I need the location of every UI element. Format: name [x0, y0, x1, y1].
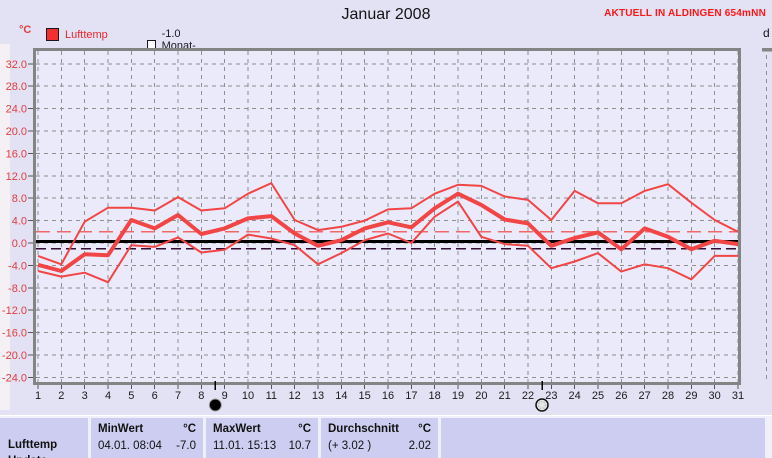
y-tick-label: 28.0: [6, 81, 27, 93]
minwert-value: -7.0: [176, 440, 196, 452]
table-col-empty: [441, 418, 765, 458]
x-tick-label: 11: [266, 390, 277, 402]
x-tick-label: 14: [335, 390, 347, 402]
y-tick-label: 4.0: [12, 216, 27, 228]
y-tick-label: 32.0: [6, 59, 27, 71]
x-tick-label: 15: [359, 390, 371, 402]
x-tick-label: 26: [615, 390, 627, 402]
x-tick-label: 8: [198, 390, 204, 402]
x-tick-label: 28: [662, 390, 674, 402]
minwert-unit: °C: [183, 423, 196, 435]
plot-border: [33, 48, 741, 385]
maxwert-header: MaxWert: [213, 423, 261, 435]
x-tick-label: 7: [175, 390, 181, 402]
durchschnitt-value: 2.02: [408, 440, 431, 452]
y-tick-label: -8.0: [8, 283, 27, 295]
y-tick-label: 0.0: [12, 238, 27, 250]
page-title: Januar 2008: [341, 6, 431, 23]
y-axis-unit-label: °C: [19, 24, 32, 36]
durchschnitt-header: Durchschnitt: [328, 423, 399, 435]
x-axis: 1 2 3 4 5 6 7 8 9 10 11 12 13 14 15 16 17 18 19 20 21 22 23 24 2…: [35, 385, 744, 402]
tagesminimum-line: [37, 200, 738, 284]
next-panel-top-border: [762, 48, 772, 52]
new-moon-icon: [208, 398, 222, 412]
y-tick-label: 20.0: [6, 126, 27, 138]
tagesmaximum-line: [37, 182, 739, 266]
y-tick-label: 12.0: [6, 171, 27, 183]
x-tick-label: 29: [685, 390, 697, 402]
y-tick-label: -16.0: [2, 328, 27, 340]
left-margin-strip: [0, 44, 10, 410]
station-banner: AKTUELL IN ALDINGEN 654mNN: [604, 8, 766, 19]
x-tick-label: 21: [499, 390, 511, 402]
y-tick-label: 16.0: [6, 148, 27, 160]
y-tick-label: -20.0: [2, 350, 27, 362]
tagesmittel-line: [37, 191, 739, 273]
y-axis: 32.0 28.0 24.0 20.0 16.0 12.0 8.0 4.0 0.0 -4.0 -8.…: [2, 59, 33, 384]
legend-label: Lufttemp: [65, 28, 108, 41]
minwert-datetime: 04.01. 08:04: [98, 440, 162, 452]
x-tick-label: 4: [105, 390, 111, 402]
y-tick-label: -24.0: [2, 372, 27, 384]
table-col-sensor: Lufttemp Update: [0, 418, 88, 458]
maxwert-value: 10.7: [288, 440, 311, 452]
x-tick-label: 3: [82, 390, 88, 402]
x-tick-label: 13: [312, 390, 324, 402]
x-tick-label: 23: [545, 390, 557, 402]
minwert-header: MinWert: [98, 423, 144, 435]
x-tick-label: 20: [475, 390, 487, 402]
x-tick-label: 24: [569, 390, 581, 402]
maxwert-datetime: 11.01. 15:13: [213, 440, 277, 452]
x-tick-label: 16: [382, 390, 394, 402]
maxwert-unit: °C: [298, 423, 311, 435]
legend-item-lufttemp: Lufttemp: [46, 28, 108, 41]
x-tick-label: 17: [405, 390, 417, 402]
table-col-durchschnitt: Durchschnitt °C (+ 3.02 ) 2.02: [321, 418, 438, 458]
y-tick-label: 8.0: [12, 193, 27, 205]
y-tick-label: 24.0: [6, 104, 27, 116]
stats-table: Lufttemp Update MinWert °C 04.01. 08:04 …: [0, 415, 772, 458]
y-tick-label: -12.0: [2, 305, 27, 317]
x-tick-label: 31: [732, 390, 744, 402]
x-tick-label: 9: [222, 390, 228, 402]
x-tick-label: 30: [709, 390, 721, 402]
durchschnitt-unit: °C: [418, 423, 431, 435]
full-moon-texture: [537, 400, 547, 410]
x-tick-label: 25: [592, 390, 604, 402]
next-panel-label: d: [763, 26, 770, 40]
y-tick-label: -4.0: [8, 260, 27, 272]
x-tick-label: 1: [35, 390, 41, 402]
table-col-minwert: MinWert °C 04.01. 08:04 -7.0: [91, 418, 203, 458]
x-tick-label: 10: [242, 390, 254, 402]
x-tick-label: 6: [152, 390, 158, 402]
x-tick-label: 5: [128, 390, 134, 402]
sensor-row-label: Lufttemp: [8, 439, 58, 451]
x-tick-label: 2: [58, 390, 64, 402]
table-col-maxwert: MaxWert °C 11.01. 15:13 10.7: [206, 418, 318, 458]
durchschnitt-deviation: (+ 3.02 ): [328, 440, 372, 452]
x-tick-label: 19: [452, 390, 464, 402]
partial-row-label: Update: [0, 455, 88, 458]
lufttemp-swatch-icon: [46, 28, 59, 41]
x-tick-label: 27: [639, 390, 651, 402]
x-tick-label: 18: [429, 390, 441, 402]
x-tick-label: 12: [289, 390, 301, 402]
x-tick-label: 22: [522, 390, 534, 402]
